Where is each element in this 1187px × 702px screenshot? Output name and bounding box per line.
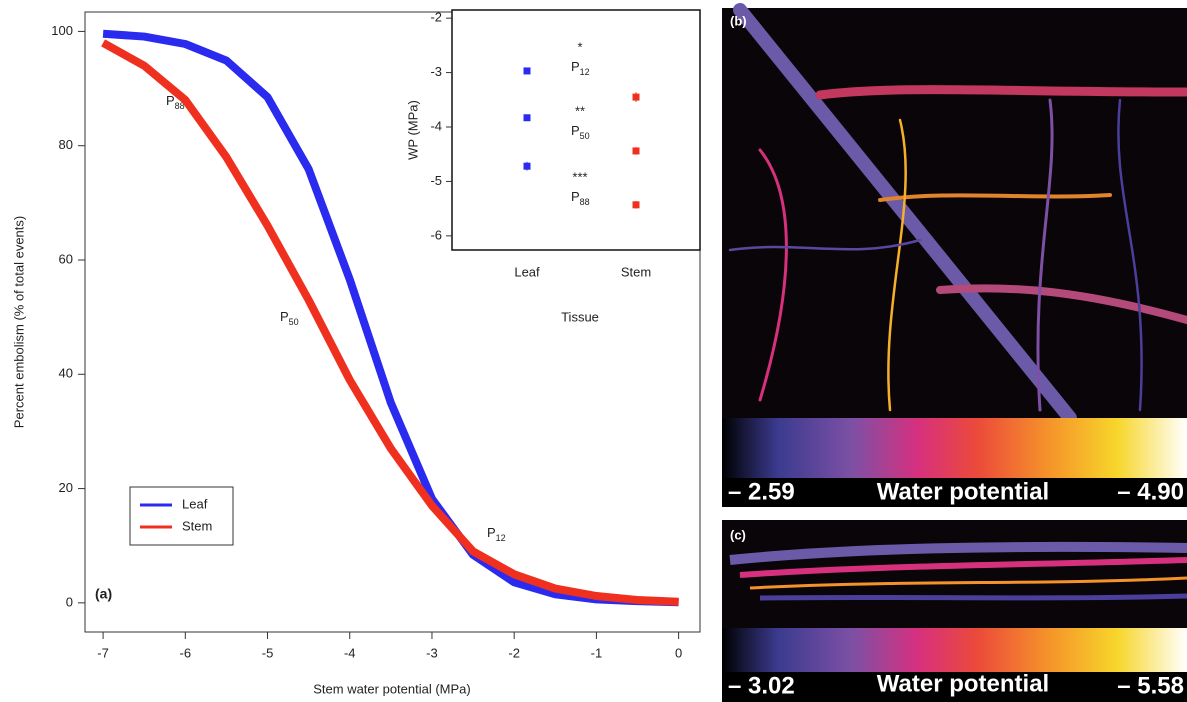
annotation: P12: [571, 59, 590, 77]
colorbar-labels: [722, 478, 1187, 507]
x-tick-label: 0: [675, 645, 682, 660]
max-label: – 5.58: [1117, 672, 1184, 699]
panel-label: (b): [730, 13, 747, 28]
y-tick-label: -6: [430, 227, 442, 242]
point: [632, 147, 640, 155]
annotation: **: [575, 103, 585, 118]
y-tick-label: 20: [59, 480, 73, 495]
x-tick-label: -6: [180, 645, 192, 660]
point: [523, 67, 531, 75]
veins: [728, 3, 1187, 425]
point: [632, 93, 640, 101]
x-tick-label: Stem: [621, 264, 651, 279]
y-tick-label: -4: [430, 118, 442, 133]
x-tick-label: -7: [97, 645, 109, 660]
annotation: P50: [280, 309, 299, 327]
annotation: P88: [166, 93, 185, 111]
stem-texture: [729, 541, 1187, 601]
annotation: *: [577, 39, 582, 54]
y-tick-label: -5: [430, 173, 442, 188]
x-tick-label: -1: [591, 645, 603, 660]
panel-b: (b) – 2.59 Water potential – 4.90: [722, 3, 1187, 507]
caption: Water potential: [877, 478, 1049, 505]
min-label: – 3.02: [728, 672, 795, 699]
annotation: P50: [571, 123, 590, 141]
y-tick-label: -3: [430, 64, 442, 79]
point: [523, 162, 531, 170]
y-tick-label: 0: [66, 594, 73, 609]
point: [523, 114, 531, 122]
legend-label: Stem: [182, 518, 212, 533]
x-tick-label: -2: [508, 645, 520, 660]
colorbar: [722, 628, 1187, 672]
legend-label: Leaf: [182, 496, 208, 511]
y-axis-label: Percent embolism (% of total events): [11, 216, 26, 428]
caption: Water potential: [877, 670, 1049, 697]
point: [632, 201, 640, 209]
x-tick-label: -5: [262, 645, 274, 660]
colorbar-labels: [722, 672, 1187, 702]
panel-c: (c) – 3.02 Water potential – 5.58: [722, 520, 1187, 702]
y-tick-label: 60: [59, 251, 73, 266]
legend-box: [129, 486, 234, 546]
annotation: P12: [487, 525, 506, 543]
y-tick-label: 80: [59, 137, 73, 152]
annotation: ***: [572, 169, 587, 184]
colorbar: [722, 418, 1187, 478]
main-chart: Stem water potential (MPa) Percent embol…: [11, 11, 701, 696]
inset-chart: Tissue WP (MPa) * P12 ** P50 *** P88 -6 -…: [405, 9, 701, 324]
panel-label: (c): [730, 527, 746, 542]
x-tick-label: -3: [426, 645, 438, 660]
inset-frame: [451, 9, 701, 251]
x-axis-label: Stem water potential (MPa): [313, 681, 471, 696]
y-tick-label: 100: [51, 23, 73, 38]
y-tick-label: 40: [59, 366, 73, 381]
plot-frame: [84, 11, 701, 633]
min-label: – 2.59: [728, 478, 795, 505]
curve: [101, 39, 679, 606]
inset-x-label: Tissue: [561, 309, 599, 324]
panel-label: (a): [95, 586, 112, 602]
annotation: P88: [571, 189, 590, 207]
inset-y-label: WP (MPa): [405, 100, 420, 160]
max-label: – 4.90: [1117, 478, 1184, 505]
x-tick-label: Leaf: [514, 264, 540, 279]
y-tick-label: -2: [430, 10, 442, 25]
x-tick-label: -4: [344, 645, 356, 660]
curve: [102, 29, 679, 607]
